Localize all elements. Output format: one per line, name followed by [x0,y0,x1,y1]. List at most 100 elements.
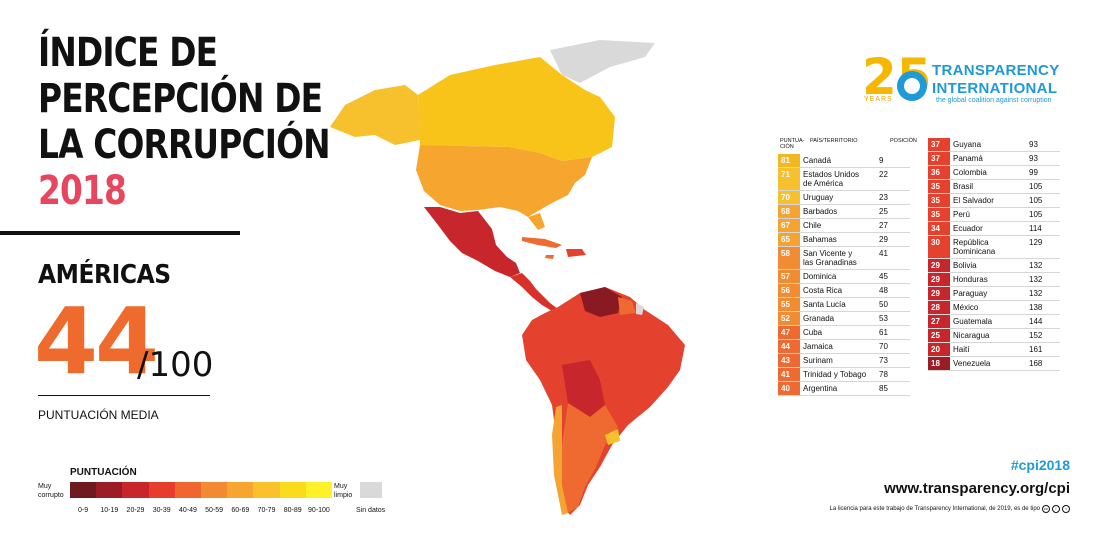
cc-noderivatives-icon: = [1062,505,1070,513]
row-rank: 168 [1026,356,1060,371]
row-country: Paraguay [950,286,1026,301]
row-country-line: Colombia [953,168,987,177]
row-rank: 105 [1026,179,1060,194]
average-score-label: PUNTUACIÓN MEDIA [38,408,159,422]
map-argentina [562,403,618,513]
row-rank: 48 [876,283,910,298]
header-score-line-2: CIÓN [780,144,794,150]
row-country-line: San Vicente y [803,249,853,258]
row-score: 56 [778,283,800,298]
legend-range-label: 70-79 [257,507,276,514]
row-country-line: Venezuela [953,359,991,368]
legend-swatch-4 [174,482,202,498]
rankings-table-left: 81 Canadá 9 71 Estados Unidos de América 22 70 U… [778,154,910,396]
row-rank: 105 [1026,207,1060,222]
row-country: Bolivia [950,258,1026,273]
row-score: 20 [928,342,950,357]
row-rank: 93 [1026,151,1060,166]
table-row: 65 Bahamas 29 [778,232,910,247]
website-link[interactable]: www.transparency.org/cpi [884,480,1070,497]
row-rank: 132 [1026,258,1060,273]
row-score: 29 [928,258,950,273]
title-line-2: PERCEPCIÓN DE [38,76,323,122]
row-country-line: Jamaica [803,342,833,351]
row-rank: 61 [876,325,910,340]
table-row: 20 Haití 161 [928,342,1060,357]
table-row: 35 El Salvador 105 [928,193,1060,208]
row-country-line: Cuba [803,328,823,337]
row-score: 29 [928,286,950,301]
logo-tagline: the global coalition against corruption [936,97,1052,104]
legend-swatch-8 [279,482,306,498]
row-country-line: Canadá [803,156,832,165]
row-country-line: Bahamas [803,235,837,244]
row-score: 52 [778,311,800,326]
table-row: 71 Estados Unidos de América 22 [778,167,910,191]
legend-swatch-6 [227,482,254,498]
row-rank: 138 [1026,300,1060,315]
header-score: PUNTUA- CIÓN [780,138,804,150]
map-alaska [330,85,420,145]
row-country-line: Haití [953,345,970,354]
table-row: 57 Dominica 45 [778,269,910,284]
row-country: Guatemala [950,314,1026,329]
row-country: Trinidad y Tobago [800,367,876,382]
row-score: 70 [778,190,800,205]
row-country: Brasil [950,179,1026,194]
row-country-line: El Salvador [953,196,994,205]
row-country-line: Paraguay [953,289,988,298]
table-row: 55 Santa Lucía 50 [778,297,910,312]
row-rank: 23 [876,190,910,205]
legend-range-label: 90-100 [308,507,330,514]
row-rank: 129 [1026,235,1060,259]
map-florida [528,213,545,230]
legend-title: PUNTUACIÓN [70,467,137,478]
row-score: 37 [928,151,950,166]
row-country-line: Granada [803,314,835,323]
row-score: 35 [928,193,950,208]
row-rank: 85 [876,381,910,396]
header-position: POSICIÓN [890,138,917,144]
row-country: Colombia [950,165,1026,180]
row-score: 41 [778,367,800,382]
legend-range-label: 20-29 [126,507,145,514]
row-rank: 22 [876,167,910,191]
row-country: Costa Rica [800,283,876,298]
row-country-line: Perú [953,210,970,219]
row-score: 65 [778,232,800,247]
legend-swatch-5 [201,482,228,498]
title-line-3: LA CORRUPCIÓN [38,122,331,168]
table-row: 29 Honduras 132 [928,272,1060,287]
table-row: 52 Granada 53 [778,311,910,326]
row-score: 57 [778,269,800,284]
row-rank: 41 [876,246,910,270]
header-score-line-1: PUNTUA- [780,138,805,144]
legend-swatch-1 [96,482,123,498]
header-country: PAÍS/TERRITORIO [810,138,858,144]
table-row: 25 Nicaragua 152 [928,328,1060,343]
row-country-line: Surinam [803,356,833,365]
row-country-line: Argentina [803,384,838,393]
row-score: 27 [928,314,950,329]
table-row: 68 Barbados 25 [778,204,910,219]
table-row: 29 Bolivia 132 [928,258,1060,273]
row-rank: 29 [876,232,910,247]
table-row: 56 Costa Rica 48 [778,283,910,298]
map-bolivia-paraguay [562,360,605,417]
table-row: 70 Uruguay 23 [778,190,910,205]
map-french-guiana [636,303,644,315]
map-greenland [550,40,655,83]
row-rank: 93 [1026,138,1060,152]
legend-range-label: 40-49 [178,507,197,514]
row-score: 37 [928,138,950,152]
table-row: 81 Canadá 9 [778,154,910,168]
row-country-line: Uruguay [803,193,834,202]
row-score: 30 [928,235,950,259]
row-country-line: México [953,303,979,312]
row-rank: 53 [876,311,910,326]
legend-left-line-1: Muy [38,483,52,490]
cc-attribution-icon: i [1052,505,1060,513]
row-rank: 45 [876,269,910,284]
map-chile [552,405,568,515]
legend-very-corrupt-label: Muy corrupto [38,482,64,500]
